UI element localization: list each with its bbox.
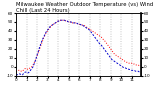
Text: Milwaukee Weather Outdoor Temperature (vs) Wind Chill (Last 24 Hours): Milwaukee Weather Outdoor Temperature (v… [16,2,153,13]
